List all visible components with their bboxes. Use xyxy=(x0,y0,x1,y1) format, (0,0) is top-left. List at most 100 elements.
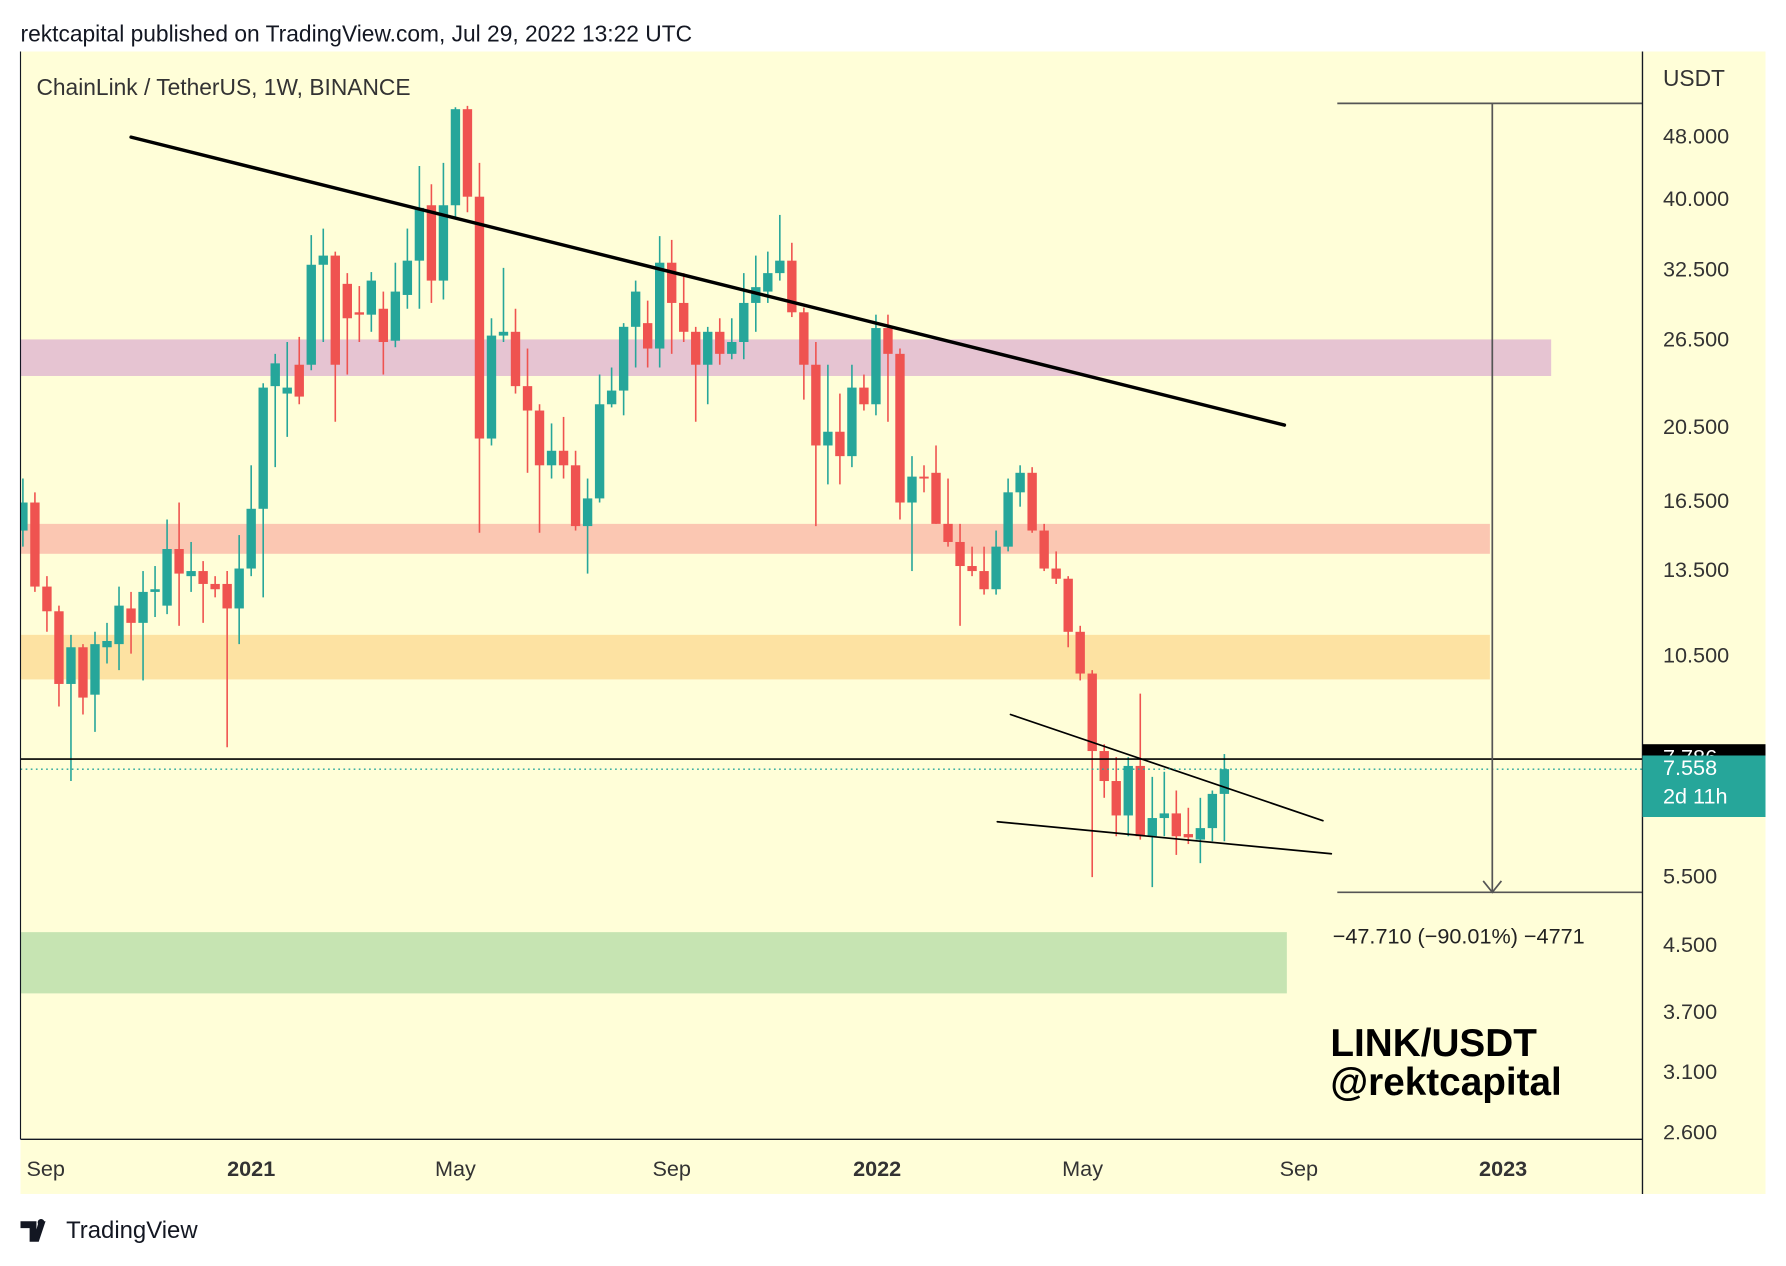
candle-body xyxy=(703,331,713,365)
candle-body xyxy=(691,331,701,365)
candle-body xyxy=(1159,813,1169,819)
candle-body xyxy=(570,465,581,527)
tick-group: 2.600 xyxy=(1663,1119,1717,1144)
candle-body xyxy=(198,571,208,584)
tick-group: 3.100 xyxy=(1663,1059,1717,1084)
trendline xyxy=(996,820,1333,855)
candle-body xyxy=(270,363,280,387)
candle-body xyxy=(847,387,857,457)
y-tick-label: 20.500 xyxy=(1663,414,1729,439)
candle-body xyxy=(534,410,545,466)
candle-body xyxy=(354,312,365,315)
candle-body xyxy=(1063,578,1073,632)
measure-arrowhead xyxy=(1482,880,1503,894)
footer-brand: TradingView xyxy=(66,1217,198,1244)
y-tick-label: 2.600 xyxy=(1663,1119,1717,1144)
candle-body xyxy=(618,326,629,391)
candle-body xyxy=(402,260,413,295)
tick-group: 20.500 xyxy=(1663,414,1729,439)
candle-body xyxy=(919,476,929,479)
candle-body xyxy=(330,255,340,365)
candle-body xyxy=(450,109,461,206)
y-tick-label: 5.500 xyxy=(1663,863,1717,888)
candle-body xyxy=(931,472,941,524)
y-tick-label: 10.500 xyxy=(1663,643,1729,668)
candle-body xyxy=(979,571,989,590)
candle-body xyxy=(522,386,533,411)
x-tick-label: Sep xyxy=(26,1156,64,1181)
x-tick-label: May xyxy=(435,1156,476,1181)
candle-body xyxy=(150,589,160,592)
last-price-label: 7.558 xyxy=(1663,755,1717,780)
candle-body xyxy=(306,264,316,365)
candle-body xyxy=(462,109,473,197)
candle-body xyxy=(606,390,617,405)
measure-label: −47.710 (−90.01%) −4771 xyxy=(1333,924,1585,949)
x-tick-label: Sep xyxy=(1280,1156,1318,1181)
candle-body xyxy=(234,568,244,609)
candle-body xyxy=(486,335,497,439)
candle-body xyxy=(787,260,797,313)
tick-group: 3.700 xyxy=(1663,999,1717,1024)
zone xyxy=(20,634,1490,680)
y-tick-label: 26.500 xyxy=(1663,326,1729,351)
watermark: LINK/USDT xyxy=(1330,1022,1537,1065)
candle-body xyxy=(510,331,521,387)
candle-body xyxy=(727,342,737,354)
candle-body xyxy=(630,291,641,327)
candle-body xyxy=(378,308,389,343)
candle-body xyxy=(799,312,809,365)
y-axis-label: USDT xyxy=(1663,65,1725,91)
plot-area: −47.710 (−90.01%) −4771 LINK/USDT@rektcap… xyxy=(20,102,1643,1104)
candle-body xyxy=(1111,781,1121,816)
logo-icon xyxy=(20,1219,46,1242)
candle-body xyxy=(1147,818,1157,837)
candle-body xyxy=(162,549,172,606)
zone xyxy=(20,932,1287,994)
symbol-title: ChainLink / TetherUS, 1W, BINANCE xyxy=(36,74,410,100)
candle-body xyxy=(811,364,821,446)
candle-body xyxy=(883,328,893,354)
candle-body xyxy=(546,450,557,466)
tick-group: 32.500 xyxy=(1663,257,1729,282)
candle-body xyxy=(438,205,449,281)
candle-body xyxy=(859,387,869,405)
countdown-label: 2d 11h xyxy=(1663,783,1728,808)
tick-group: 26.500 xyxy=(1663,326,1729,351)
candle-body xyxy=(991,546,1001,590)
candle-body xyxy=(222,583,232,609)
candle-body xyxy=(654,262,665,349)
candle-body xyxy=(895,353,905,503)
candle-body xyxy=(1099,751,1109,782)
candle-body xyxy=(174,549,184,574)
candle-body xyxy=(318,255,328,265)
candle-body xyxy=(20,502,28,531)
tick-group: 10.500 xyxy=(1663,643,1729,668)
candle-body xyxy=(78,647,88,698)
candle-body xyxy=(366,280,377,315)
candle-body xyxy=(775,260,785,274)
price-axis: 48.000 40.000 32.500 26.500 20.500 16.500 13.5… xyxy=(1663,124,1729,1144)
trendline xyxy=(129,135,1287,427)
watermark: @rektcapital xyxy=(1330,1061,1561,1104)
candle-body xyxy=(138,591,148,623)
candle-body xyxy=(1039,530,1049,569)
tick-group: 40.000 xyxy=(1663,186,1729,211)
tick-group: 13.500 xyxy=(1663,557,1729,582)
candle-body xyxy=(955,541,965,567)
tick-group: 48.000 xyxy=(1663,124,1729,149)
y-tick-label: 13.500 xyxy=(1663,557,1729,582)
candle-body xyxy=(667,262,677,303)
candle-body xyxy=(1219,769,1230,794)
tick-group: 4.500 xyxy=(1663,932,1717,957)
candle-body xyxy=(126,608,136,623)
candle-body xyxy=(558,450,569,466)
tick-group: 16.500 xyxy=(1663,488,1729,513)
candle-body xyxy=(739,302,749,343)
y-tick-label: 48.000 xyxy=(1663,124,1729,149)
candle-body xyxy=(823,431,833,446)
candle-body xyxy=(102,640,112,648)
candle-body xyxy=(246,508,256,569)
candle-body xyxy=(1087,673,1097,752)
y-tick-label: 32.500 xyxy=(1663,257,1729,282)
